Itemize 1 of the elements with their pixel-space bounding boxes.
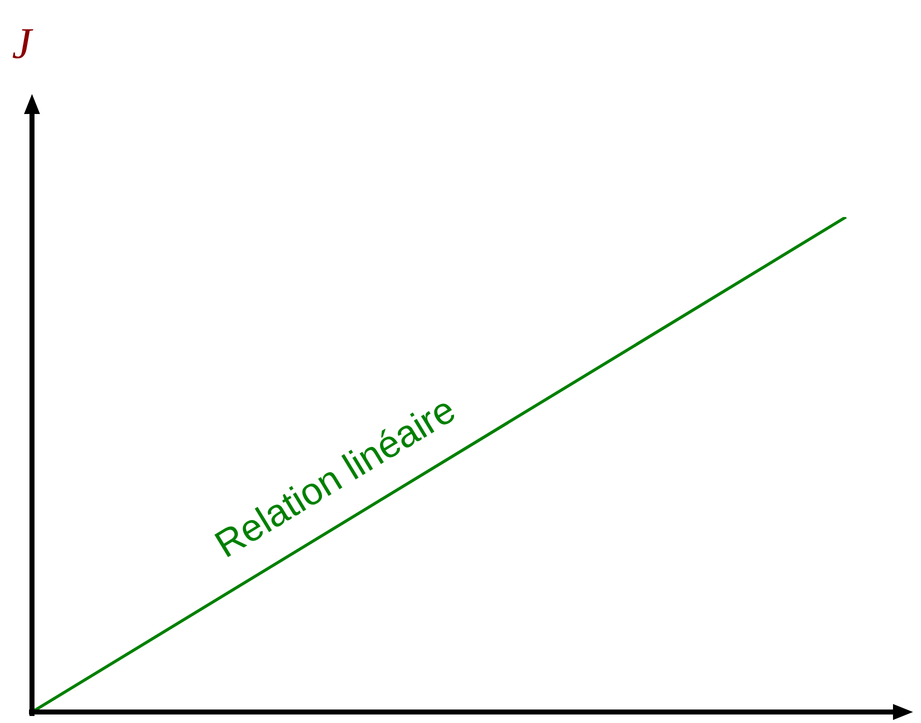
y-axis-title: J — [12, 19, 34, 68]
